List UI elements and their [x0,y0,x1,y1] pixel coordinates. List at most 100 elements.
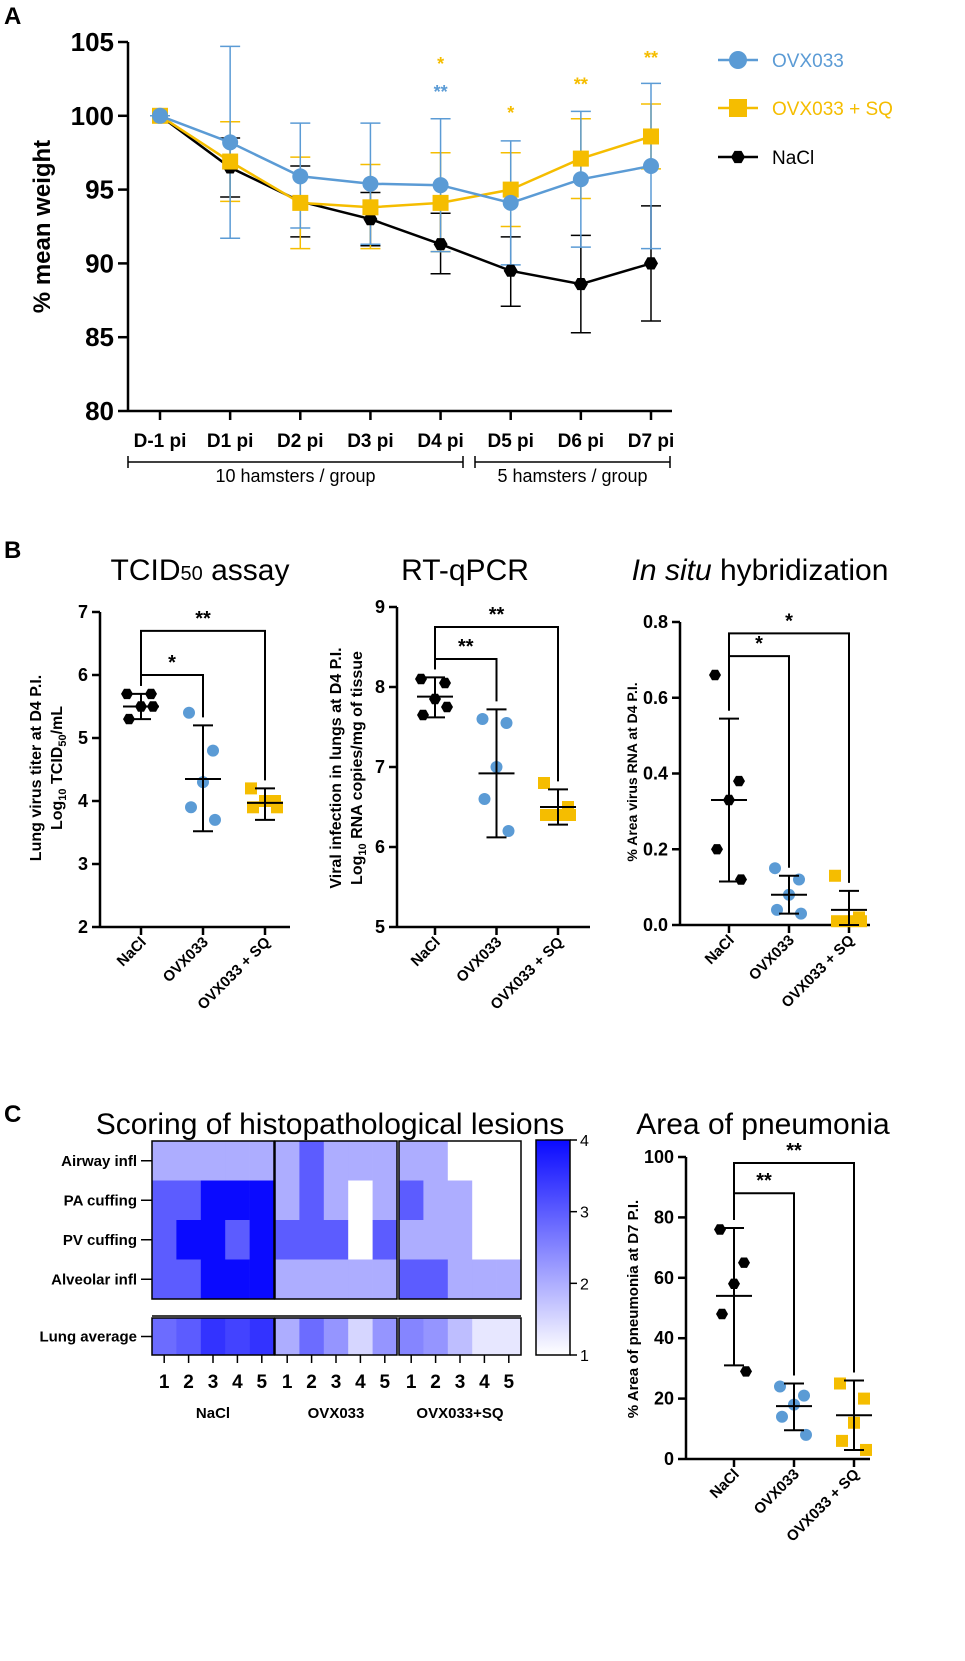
data-point [476,713,489,725]
data-point [121,688,133,700]
colorbar-tick-label: 1 [580,1348,589,1365]
heatmap-cell [472,1180,497,1221]
heatmap-column-label: 2 [306,1372,317,1393]
y-tick-label: 0.4 [643,764,668,784]
significance-bracket [733,1192,795,1376]
data-point [432,177,449,194]
data-point [222,153,239,170]
x-tick-label: D2 pi [277,431,323,452]
heatmap-cell [275,1180,300,1221]
y-tick-label: 7 [78,602,88,622]
data-point [123,713,135,725]
heatmap-column-label: 4 [355,1372,366,1393]
lesion-heatmap: Airway infl PA cuffing PV cuffing Alveolar … [39,1133,589,1422]
significance-label: ** [756,1170,772,1192]
heatmap-average-cell [249,1318,275,1355]
y-tick-label: 85 [85,322,114,352]
significance-bracket [728,632,850,883]
heatmap-cell [225,1180,250,1221]
heatmap-cell [496,1220,522,1260]
heatmap-cell [399,1259,424,1300]
y-tick-label: 0 [664,1449,674,1469]
heatmap-cell [372,1180,398,1221]
data-point [478,793,491,805]
heatmap-cell [176,1141,202,1181]
data-point [709,669,721,681]
heatmap-cell [249,1220,275,1260]
heatmap-cell [152,1220,177,1260]
data-point [795,907,807,920]
data-point [209,813,221,826]
heatmap-cell [348,1220,373,1260]
tcid50-ylabel: Lung virus titer at D4 P.I. Log10 TCID50… [28,675,69,861]
heatmap-cell [447,1180,473,1221]
group-bracket-label: 5 hamsters / group [497,466,647,486]
data-point [572,150,589,167]
heatmap-cell [472,1141,497,1181]
x-tick-label: D7 pi [628,431,674,452]
data-point [362,175,379,192]
significance-mark: ** [434,82,448,102]
data-point [829,869,841,882]
heatmap-cell [225,1220,250,1260]
y-axis-title: % mean weight [29,140,56,313]
y-tick-label: 2 [78,917,88,937]
heatmap-cell [225,1141,250,1181]
x-tick-label: OVX033 [453,934,505,986]
data-point [776,1410,788,1423]
significance-label: ** [786,1140,802,1162]
data-point [572,171,589,188]
data-point [644,257,658,270]
heatmap-column-label: 1 [159,1372,170,1393]
ish-title: In situ hybridization [632,554,889,587]
heatmap-cell [423,1259,449,1300]
y-tick-label: 90 [85,248,114,278]
heatmap-cell [348,1180,373,1221]
x-tick-label-group: NaCl [702,932,738,968]
heatmap-column-label: 4 [479,1372,490,1393]
heatmap-column-label: 3 [208,1372,219,1393]
x-tick-label: D1 pi [207,431,253,452]
heatmap-colorbar [535,1139,571,1356]
data-point [858,1392,870,1405]
heatmap-cell [423,1141,449,1181]
y-tick-label: 5 [375,917,385,937]
panel-label-c: C [4,1101,21,1128]
heatmap-cell [152,1180,177,1221]
y-axis-title-text: % mean weight [29,140,56,313]
y-tick-label: 105 [71,27,114,57]
significance-label: ** [489,604,505,626]
data-point [502,181,519,198]
heatmap-cell [200,1180,226,1221]
x-tick-label-group: OVX033 [453,934,505,986]
data-point [292,194,309,211]
data-point [502,194,519,211]
data-point [564,809,576,821]
heatmap-cell [299,1180,325,1221]
data-point [643,128,659,145]
significance-mark: ** [574,75,588,95]
group-bracket-label: 10 hamsters / group [215,466,375,486]
y-tick-label: 0.2 [643,839,668,859]
data-point [774,1380,786,1393]
legend-item-nacl: NaCl [718,148,814,169]
heatmap-cell [447,1141,473,1181]
heatmap-cell [372,1259,398,1300]
heatmap-group-label: NaCl [196,1405,230,1422]
significance-label: * [785,610,793,632]
data-point [834,1377,846,1390]
heatmap-row-label: Alveolar infl [51,1271,137,1288]
y-tick-label: 20 [654,1389,674,1409]
y-tick-label: 6 [78,665,88,685]
heatmap-row-label: PV cuffing [63,1232,137,1249]
data-point [432,194,449,211]
heatmap-cell [447,1220,473,1260]
data-point [860,1443,872,1456]
data-point [417,709,429,721]
heatmap-average-cell [152,1318,177,1355]
x-tick-label: D5 pi [487,431,533,452]
panel-label-b: B [4,537,21,564]
